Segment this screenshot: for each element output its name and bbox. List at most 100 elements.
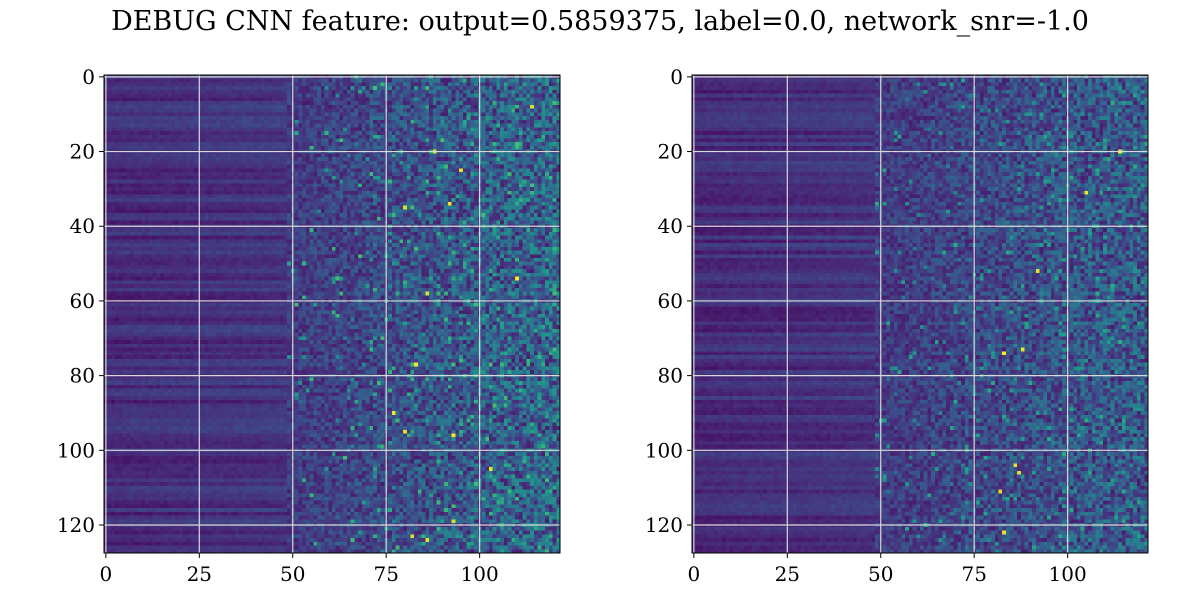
- heatmap-cell: [500, 198, 505, 203]
- heatmap-cell: [500, 179, 505, 184]
- heatmap-cell: [204, 183, 210, 188]
- heatmap-cell: [298, 160, 303, 165]
- heatmap-cell: [414, 187, 419, 192]
- heatmap-cell: [182, 116, 187, 121]
- heatmap-cell: [343, 168, 348, 173]
- heatmap-cell: [272, 205, 277, 210]
- heatmap-cell: [182, 187, 187, 192]
- heatmap-cell: [488, 138, 494, 143]
- heatmap-cell: [376, 131, 381, 136]
- heatmap-cell: [376, 201, 381, 207]
- heatmap-cell: [175, 119, 180, 124]
- heatmap-cell: [272, 168, 277, 173]
- heatmap-cell: [481, 104, 486, 109]
- heatmap-cell: [111, 145, 116, 151]
- heatmap-cell: [257, 164, 262, 169]
- heatmap-cell: [429, 127, 434, 132]
- heatmap-cell: [376, 175, 381, 180]
- heatmap-cell: [122, 183, 127, 188]
- heatmap-cell: [339, 216, 344, 221]
- heatmap-cell: [403, 157, 408, 162]
- heatmap-cell: [328, 216, 333, 221]
- heatmap-cell: [496, 160, 501, 165]
- heatmap-cell: [361, 168, 366, 173]
- heatmap-cell: [507, 93, 512, 98]
- heatmap-cell: [234, 108, 239, 113]
- heatmap-cell: [440, 209, 445, 214]
- heatmap-cell: [305, 145, 310, 151]
- heatmap-cell: [414, 145, 419, 151]
- heatmap-cell: [440, 78, 445, 83]
- heatmap-cell: [167, 127, 172, 132]
- heatmap-cell: [141, 138, 146, 143]
- heatmap-cell: [152, 142, 157, 147]
- heatmap-cell: [294, 78, 299, 83]
- heatmap-cell: [268, 220, 273, 225]
- heatmap-cell: [373, 194, 378, 199]
- heatmap-cell: [373, 157, 378, 162]
- heatmap-cell: [518, 160, 523, 165]
- heatmap-cell: [212, 179, 217, 184]
- heatmap-cell: [503, 86, 509, 91]
- heatmap-cell: [350, 164, 355, 169]
- heatmap-cell: [346, 201, 352, 207]
- heatmap-cell: [130, 127, 135, 132]
- heatmap-cell: [466, 168, 471, 173]
- heatmap-cell: [133, 190, 138, 195]
- heatmap-cell: [186, 216, 191, 221]
- heatmap-cell: [376, 145, 381, 151]
- heatmap-cell: [518, 123, 523, 128]
- heatmap-cell: [257, 194, 262, 199]
- heatmap-cell: [417, 104, 423, 109]
- heatmap-cell: [309, 153, 314, 158]
- heatmap-cell: [294, 97, 299, 102]
- heatmap-cell: [253, 205, 258, 210]
- heatmap-cell: [298, 220, 303, 225]
- heatmap-cell: [227, 164, 232, 169]
- heatmap-cell: [440, 108, 445, 113]
- heatmap-cell: [249, 123, 254, 128]
- heatmap-cell: [287, 116, 292, 121]
- heatmap-cell: [242, 112, 247, 117]
- heatmap-cell: [440, 157, 445, 162]
- heatmap-cell: [332, 116, 337, 121]
- heatmap-cell: [305, 89, 310, 95]
- heatmap-cell: [193, 108, 198, 113]
- heatmap-cell: [189, 187, 195, 192]
- heatmap-cell: [272, 198, 277, 203]
- heatmap-cell: [257, 175, 262, 180]
- heatmap-cell: [537, 82, 542, 87]
- heatmap-cell: [380, 131, 385, 136]
- heatmap-cell: [537, 123, 542, 128]
- heatmap-cell: [111, 142, 116, 147]
- heatmap-cell: [380, 112, 385, 117]
- heatmap-cell: [511, 101, 516, 106]
- heatmap-cell: [406, 198, 411, 203]
- heatmap-cell: [279, 168, 284, 173]
- heatmap-cell: [141, 194, 146, 199]
- heatmap-cell: [526, 138, 531, 143]
- heatmap-cell: [208, 116, 213, 121]
- heatmap-cell: [130, 160, 135, 165]
- heatmap-cell: [216, 119, 221, 124]
- heatmap-cell: [268, 209, 273, 214]
- heatmap-cell: [403, 119, 408, 124]
- heatmap-cell: [350, 213, 355, 218]
- heatmap-cell: [268, 89, 273, 95]
- heatmap-cell: [361, 205, 366, 210]
- heatmap-cell: [171, 190, 176, 195]
- heatmap-cell: [462, 119, 467, 124]
- heatmap-cell: [175, 201, 180, 207]
- heatmap-cell: [507, 82, 512, 87]
- heatmap-cell: [178, 179, 183, 184]
- heatmap-cell: [376, 142, 381, 147]
- heatmap-cell: [492, 82, 497, 87]
- heatmap-cell: [268, 142, 273, 147]
- heatmap-cell: [447, 101, 452, 106]
- heatmap-cell: [406, 101, 411, 106]
- heatmap-cell: [518, 108, 523, 113]
- heatmap-cell: [227, 209, 232, 214]
- heatmap-cell: [324, 157, 329, 162]
- heatmap-cell: [260, 134, 266, 139]
- heatmap-cell: [317, 123, 322, 128]
